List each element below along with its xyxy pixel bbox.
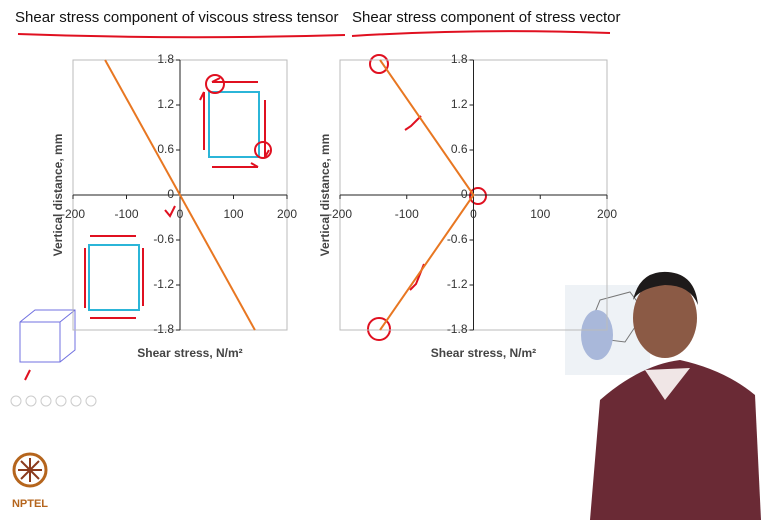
y-tick-label: -1.8: [153, 322, 174, 336]
x-axis-label: Shear stress, N/m²: [137, 346, 242, 360]
x-tick-label: 100: [530, 207, 550, 221]
x-tick-label: -100: [114, 207, 138, 221]
y-axis-label: Vertical distance, mm: [51, 134, 65, 257]
y-tick-label: -0.6: [447, 232, 468, 246]
y-tick-label: 1.8: [157, 52, 174, 66]
x-tick-label: 0: [470, 207, 477, 221]
x-tick-label: 100: [223, 207, 243, 221]
y-tick-label: -1.2: [447, 277, 468, 291]
y-tick-label: 1.2: [451, 97, 468, 111]
y-tick-label: 0: [167, 187, 174, 201]
y-axis-label: Vertical distance, mm: [318, 134, 332, 257]
y-tick-label: 0.6: [157, 142, 174, 156]
x-tick-label: -100: [395, 207, 419, 221]
logo: [18, 458, 42, 482]
x-tick-label: 200: [597, 207, 617, 221]
x-tick-label: 200: [277, 207, 297, 221]
inset-figure: [581, 310, 613, 360]
y-tick-label: 0.6: [451, 142, 468, 156]
chart-title: Shear stress component of stress vector: [352, 9, 620, 26]
chart-title: Shear stress component of viscous stress…: [15, 9, 338, 26]
x-axis-label: Shear stress, N/m²: [431, 346, 536, 360]
screen: Shear stress component of viscous stress…: [0, 0, 761, 520]
y-tick-label: 1.2: [157, 97, 174, 111]
y-tick-label: -0.6: [153, 232, 174, 246]
y-tick-label: -1.2: [153, 277, 174, 291]
x-tick-label: 0: [177, 207, 184, 221]
logo-text: NPTEL: [12, 498, 48, 510]
y-tick-label: 1.8: [451, 52, 468, 66]
y-tick-label: -1.8: [447, 322, 468, 336]
y-tick-label: 0: [461, 187, 468, 201]
